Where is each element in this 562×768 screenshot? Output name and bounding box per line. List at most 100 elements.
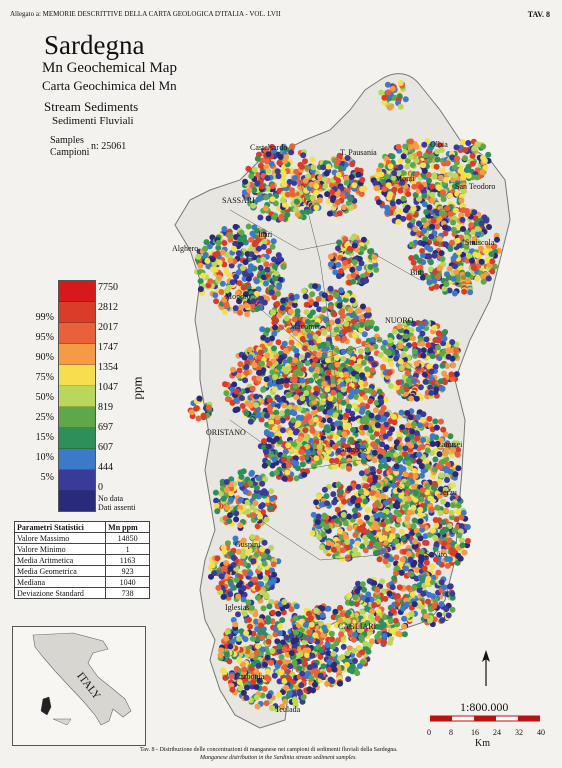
- sample-dot: [291, 180, 298, 186]
- sample-dot: [460, 174, 467, 181]
- sample-dot: [324, 191, 331, 198]
- sample-dot: [395, 143, 402, 150]
- sample-dot: [256, 354, 263, 361]
- sample-dot: [223, 287, 230, 294]
- sample-dot: [236, 280, 243, 287]
- sample-dot: [433, 386, 440, 393]
- sample-dot: [405, 460, 412, 466]
- sample-dot: [458, 514, 465, 521]
- sample-dot: [444, 205, 451, 212]
- sample-dot: [374, 414, 381, 421]
- sample-dot: [446, 192, 453, 199]
- sample-dot: [374, 422, 381, 429]
- sample-dot: [358, 470, 365, 477]
- sample-dot: [405, 377, 412, 384]
- sample-dot: [426, 177, 432, 184]
- sample-dot: [306, 413, 313, 420]
- sample-dot: [428, 368, 435, 375]
- sample-dot: [376, 388, 383, 395]
- sample-dot: [336, 210, 343, 217]
- sample-dot: [421, 201, 428, 208]
- sample-dot: [312, 283, 318, 290]
- sample-dot: [278, 215, 285, 222]
- sample-dot: [348, 436, 355, 443]
- sample-dot: [338, 287, 345, 294]
- sample-dot: [433, 223, 440, 230]
- sample-dot: [412, 490, 419, 497]
- sample-dot: [424, 447, 431, 454]
- sample-dot: [418, 557, 424, 564]
- sample-dot: [341, 335, 348, 342]
- sample-dot: [239, 403, 246, 409]
- sample-dot: [241, 275, 248, 282]
- sample-dot: [293, 198, 300, 205]
- sample-dot: [389, 153, 396, 160]
- sample-dot: [223, 635, 230, 642]
- sample-dot: [346, 446, 353, 453]
- sample-dot: [321, 512, 328, 519]
- sample-dot: [261, 552, 268, 559]
- sample-dot: [403, 503, 410, 510]
- sample-dot: [227, 578, 234, 585]
- sample-dot: [284, 191, 291, 198]
- sample-dot: [213, 298, 220, 305]
- sample-dot: [309, 309, 316, 316]
- sample-dot: [209, 266, 216, 273]
- sample-dot: [305, 194, 312, 201]
- sample-dot: [367, 355, 374, 362]
- sample-dot: [327, 294, 334, 301]
- sample-dot: [380, 363, 387, 370]
- sample-dot: [398, 365, 405, 371]
- sample-dot: [354, 322, 361, 329]
- sample-dot: [360, 359, 367, 366]
- sample-dot: [447, 556, 453, 563]
- sample-dot: [298, 185, 305, 192]
- sample-dot: [488, 251, 495, 258]
- sample-dot: [329, 457, 335, 464]
- sample-dot: [422, 152, 429, 159]
- sample-dot: [276, 159, 283, 166]
- sample-dot: [249, 230, 256, 237]
- sample-dot: [397, 80, 404, 86]
- sample-dot: [480, 143, 487, 150]
- sample-dot: [249, 385, 256, 392]
- sample-dot: [265, 168, 272, 174]
- sample-dot: [340, 511, 347, 518]
- sample-dot: [455, 502, 462, 509]
- sample-dot: [416, 150, 423, 157]
- sample-dot: [392, 502, 399, 509]
- sample-dot: [280, 175, 287, 182]
- sample-dot: [231, 381, 238, 388]
- sample-dot: [330, 389, 337, 396]
- sample-dot: [223, 560, 230, 566]
- sample-dot: [283, 154, 289, 161]
- sample-dot: [380, 493, 387, 500]
- sample-dot: [255, 245, 262, 252]
- sample-dot: [334, 517, 341, 524]
- sample-dot: [465, 277, 471, 284]
- sample-dot: [429, 197, 436, 204]
- sample-dot: [310, 164, 317, 171]
- sample-dot: [432, 534, 439, 541]
- sample-dot: [237, 522, 244, 529]
- sample-dot: [235, 548, 242, 555]
- sample-dot: [301, 287, 308, 294]
- sample-dot: [248, 236, 255, 243]
- sample-dot: [337, 394, 344, 401]
- sample-dot: [372, 442, 379, 449]
- sample-dot: [381, 356, 388, 363]
- sample-dot: [349, 161, 356, 168]
- sample-dot: [254, 703, 261, 710]
- sample-dot: [269, 243, 276, 250]
- sample-dot: [402, 333, 409, 340]
- sample-dot: [257, 214, 264, 221]
- sample-dot: [350, 426, 357, 433]
- sample-dot: [438, 250, 445, 257]
- sample-dot: [264, 352, 271, 359]
- sample-dot: [260, 605, 267, 612]
- sample-dot: [393, 463, 400, 470]
- sample-dot: [334, 506, 341, 513]
- sample-dot: [312, 416, 319, 423]
- sample-dot: [442, 176, 449, 183]
- sample-dot: [219, 249, 226, 256]
